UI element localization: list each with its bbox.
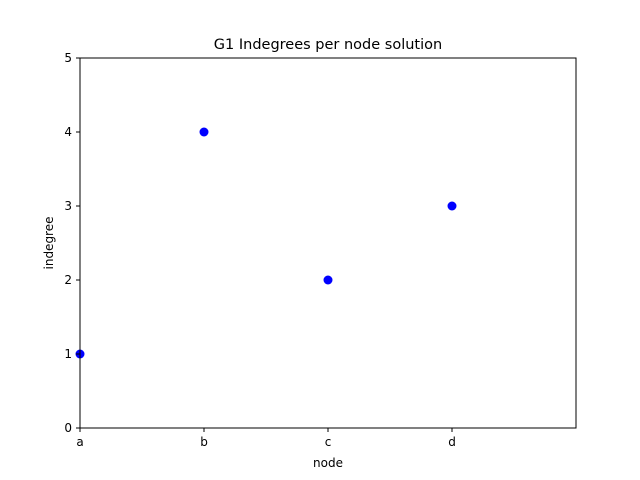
x-tick-label-c: c [325, 435, 332, 449]
plot-area-background [80, 58, 576, 428]
x-tick-label-a: a [76, 435, 83, 449]
y-tick-label-2: 2 [64, 273, 72, 287]
y-axis-label: indegree [42, 217, 56, 270]
data-point-c [323, 275, 333, 285]
y-tick-label-1: 1 [64, 347, 72, 361]
x-tick-label-d: d [448, 435, 456, 449]
x-tick-label-b: b [200, 435, 208, 449]
data-point-b [199, 127, 209, 137]
data-point-d [447, 201, 457, 211]
x-axis-label: node [313, 456, 343, 470]
x-axis-ticks: a b c d [76, 428, 456, 449]
y-tick-label-0: 0 [64, 421, 72, 435]
y-axis-ticks: 0 1 2 3 4 5 [64, 51, 80, 435]
y-tick-label-4: 4 [64, 125, 72, 139]
chart-title: G1 Indegrees per node solution [214, 37, 442, 53]
y-tick-label-5: 5 [64, 51, 72, 65]
y-tick-label-3: 3 [64, 199, 72, 213]
plot-area-frame [79, 57, 577, 429]
